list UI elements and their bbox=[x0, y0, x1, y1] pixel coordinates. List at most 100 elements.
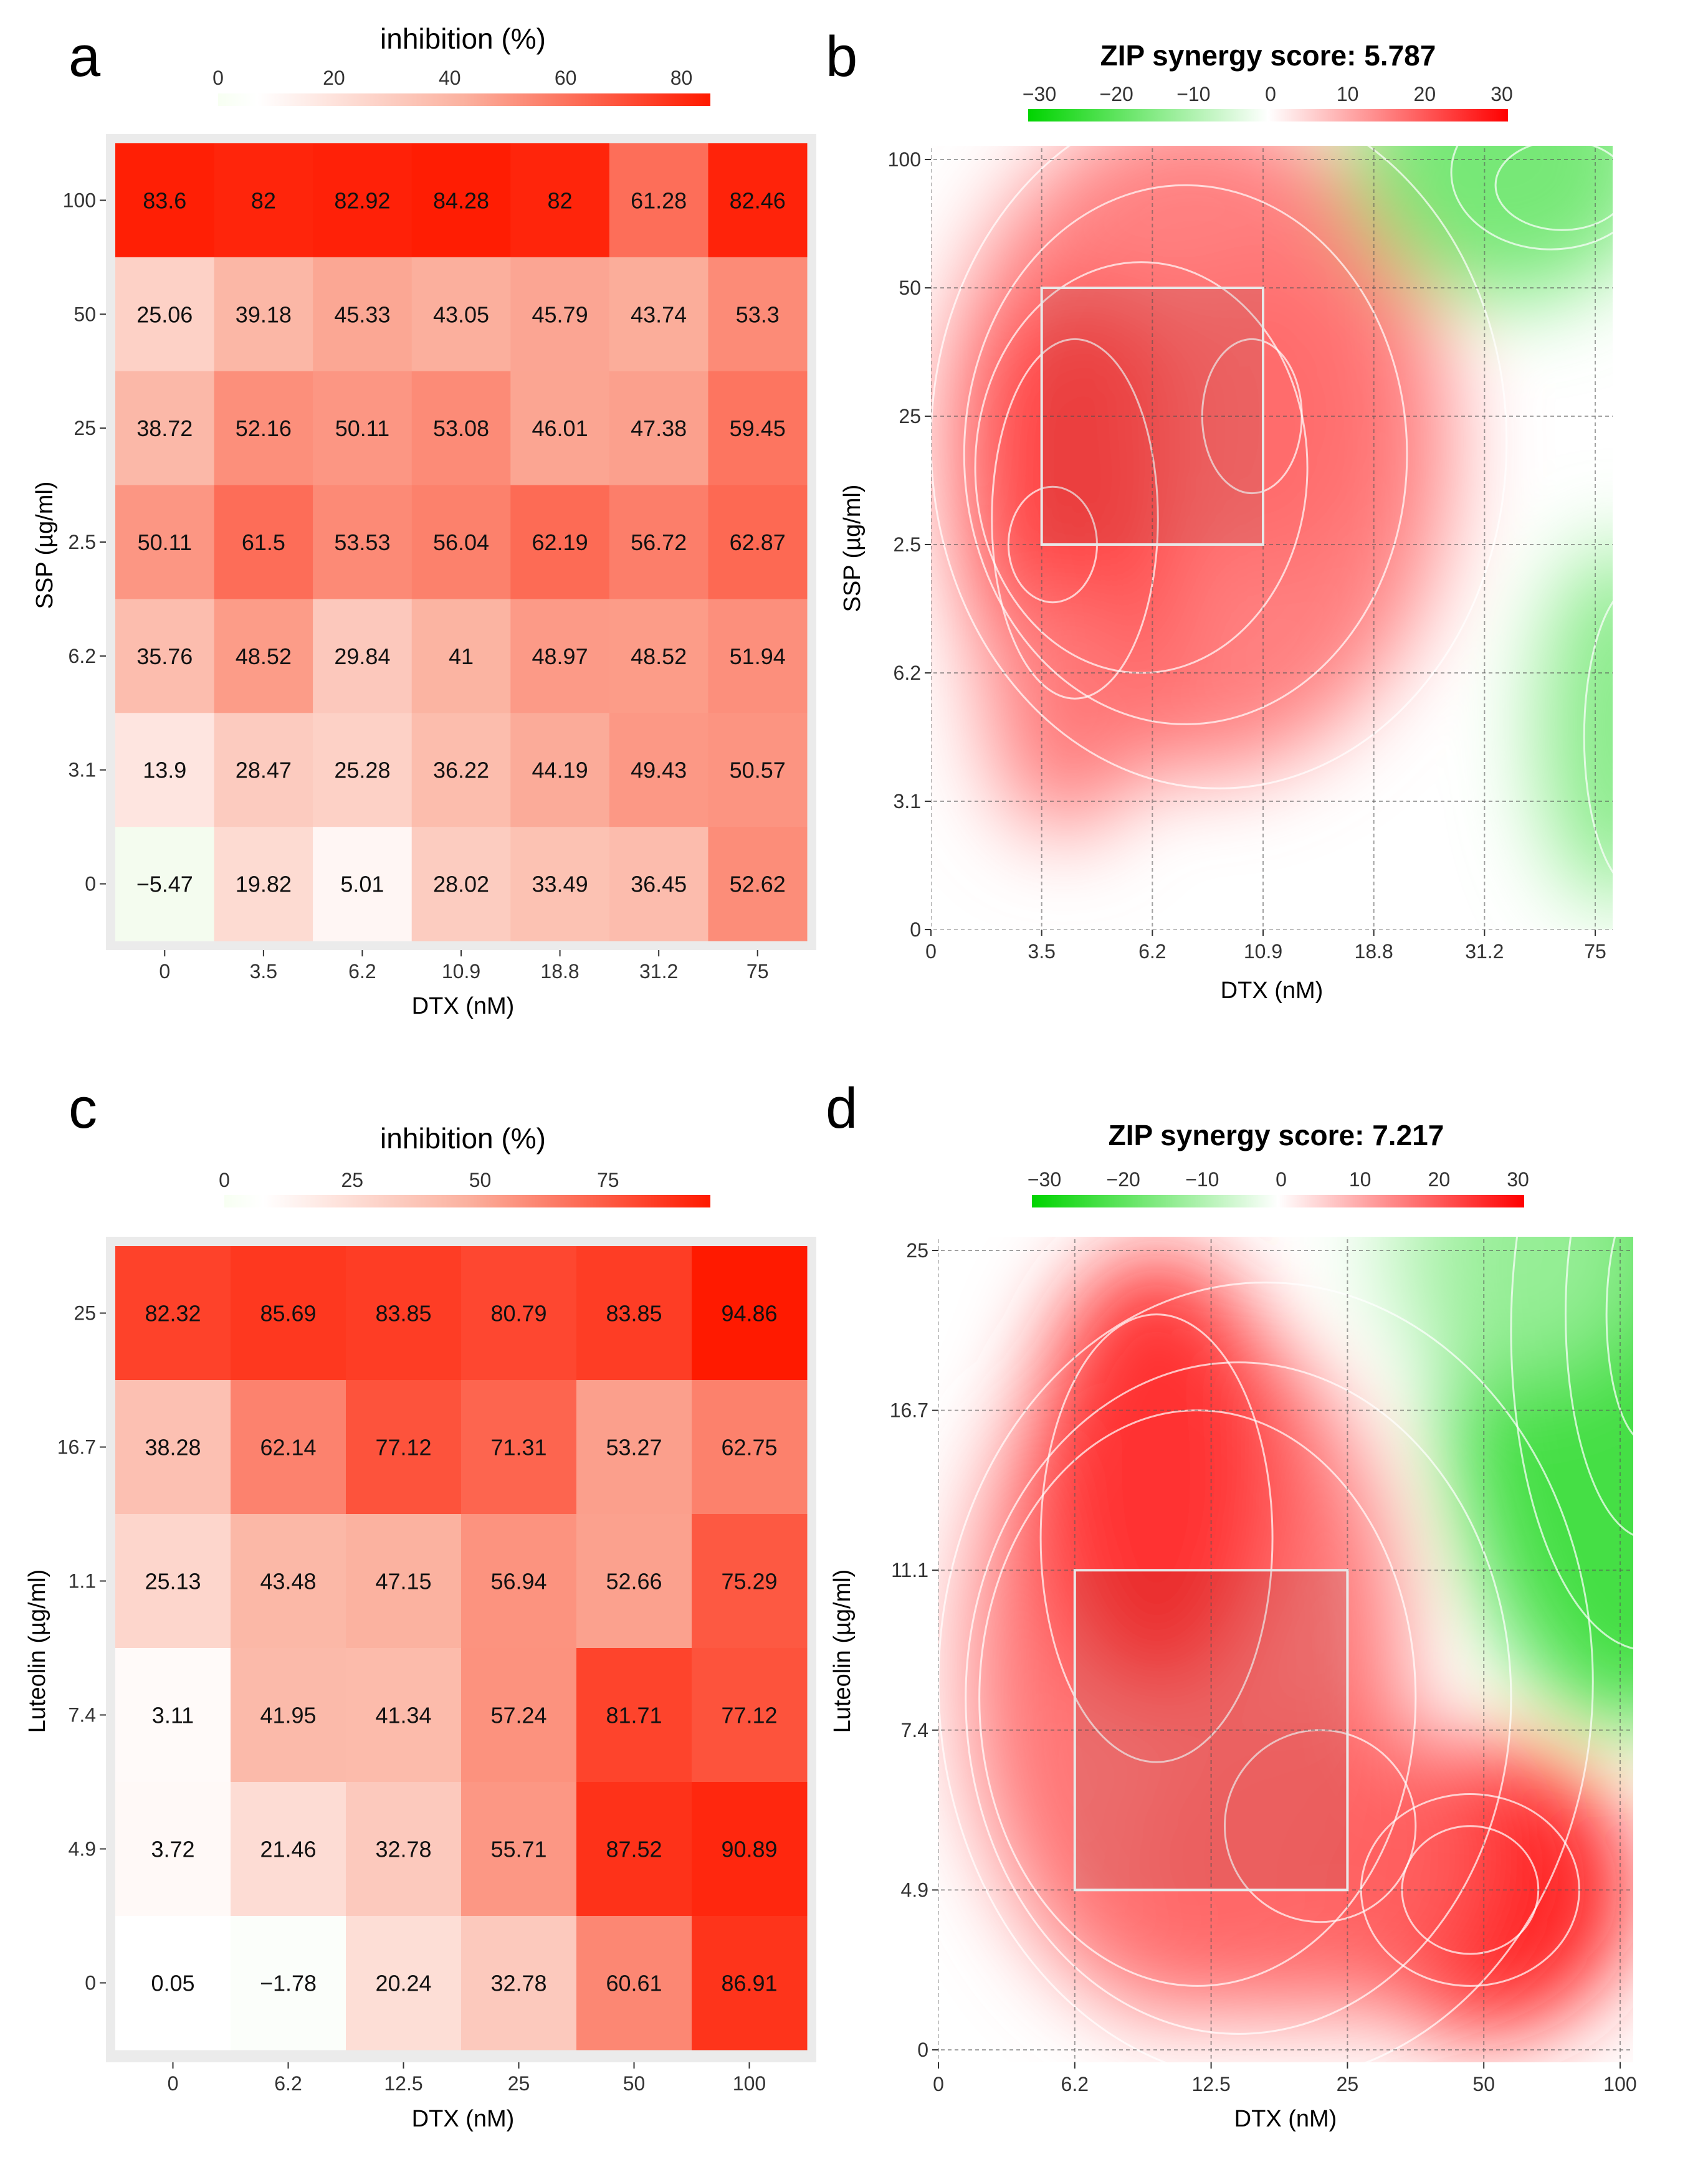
antagonism-blob bbox=[1352, 146, 1613, 301]
contour-line bbox=[1605, 1237, 1633, 1436]
contour-line bbox=[1510, 1237, 1633, 1650]
x-tick-label: 100 bbox=[733, 2072, 766, 2095]
contour-line bbox=[1450, 146, 1613, 250]
heatmap-cell-value: 32.78 bbox=[375, 1837, 431, 1862]
heatmap-cell-value: 25.28 bbox=[334, 758, 390, 783]
legend-tick-label: 50 bbox=[469, 1169, 492, 1191]
panel-b-y-ticks: 100 50 25 2.5 6.2 3.1 0 bbox=[888, 148, 931, 941]
heatmap-cell bbox=[231, 1916, 346, 2050]
heatmap-cell-value: 83.85 bbox=[375, 1301, 431, 1326]
heatmap-cell bbox=[510, 827, 610, 941]
x-tick-label: 75 bbox=[747, 960, 769, 983]
legend-tick-label: 0 bbox=[212, 67, 224, 89]
heatmap-cell bbox=[708, 827, 808, 941]
heatmap-cell bbox=[692, 1380, 808, 1515]
heatmap-cell-value: 29.84 bbox=[334, 644, 390, 669]
heatmap-cell bbox=[313, 371, 413, 486]
panel-b-x-ticks: 0 3.5 6.2 10.9 18.8 31.2 75 bbox=[925, 930, 1606, 963]
heatmap-cell-value: 57.24 bbox=[490, 1703, 546, 1728]
heatmap-cell-value: 13.9 bbox=[143, 758, 186, 783]
heatmap-cell-value: 82.32 bbox=[145, 1301, 201, 1326]
heatmap-cell bbox=[461, 1916, 577, 2050]
panel-d-title: ZIP synergy score: 7.217 bbox=[1109, 1119, 1444, 1151]
x-tick-label: 25 bbox=[1337, 2073, 1359, 2095]
heatmap-cell-value: 50.11 bbox=[138, 530, 192, 555]
panel-b-surface bbox=[942, 146, 1613, 904]
panel-label-c: c bbox=[69, 1077, 97, 1140]
legend-tick-label: 30 bbox=[1507, 1168, 1529, 1191]
heatmap-cell bbox=[692, 1782, 808, 1917]
heatmap-cell-value: 94.86 bbox=[721, 1301, 777, 1326]
synergy-blob bbox=[1129, 1698, 1484, 2018]
heatmap-cell bbox=[576, 1648, 692, 1783]
heatmap-cell-value: 48.52 bbox=[631, 644, 687, 669]
legend-tick-label: 0 bbox=[219, 1169, 230, 1191]
heatmap-cell bbox=[115, 257, 215, 372]
heatmap-cell bbox=[214, 485, 313, 599]
heatmap-cell-value: 36.22 bbox=[433, 758, 489, 783]
panel-label-d: d bbox=[826, 1077, 857, 1140]
heatmap-cell bbox=[115, 485, 215, 599]
panel-b-colorbar bbox=[1028, 109, 1508, 121]
legend-tick-label: −30 bbox=[1028, 1168, 1061, 1191]
heatmap-cell-value: 83.85 bbox=[606, 1301, 662, 1326]
legend-tick-label: 20 bbox=[1414, 83, 1436, 105]
contour-line bbox=[1583, 601, 1613, 874]
x-tick-label: 18.8 bbox=[540, 960, 579, 983]
heatmap-cell bbox=[214, 143, 313, 258]
heatmap-cell-value: 60.61 bbox=[606, 1971, 662, 1996]
heatmap-cell bbox=[214, 257, 313, 372]
heatmap-cell bbox=[346, 1246, 462, 1381]
heatmap-cell bbox=[313, 485, 413, 599]
x-tick-label: 6.2 bbox=[274, 2072, 302, 2095]
contour-line bbox=[963, 184, 1408, 725]
heatmap-cell-value: 19.82 bbox=[236, 872, 292, 897]
x-tick-label: 3.5 bbox=[1028, 940, 1055, 963]
legend-tick-label: 25 bbox=[341, 1169, 363, 1191]
heatmap-cell-value: 43.05 bbox=[433, 302, 489, 327]
panel-c-y-ticks: 25 16.7 1.1 7.4 4.9 0 bbox=[57, 1302, 106, 1994]
heatmap-cell bbox=[115, 1246, 231, 1381]
heatmap-cell bbox=[576, 1514, 692, 1649]
panel-a-inhibition-heatmap: inhibition (%) 0 20 40 60 80 83.6 82 82.92 84.2… bbox=[32, 22, 816, 1019]
heatmap-cell bbox=[609, 599, 708, 713]
panel-c-inhibition-heatmap: inhibition (%) 0 25 50 75 82.32 85.69 83.85 80… bbox=[24, 1122, 816, 2132]
heatmap-cell-value: 39.18 bbox=[236, 302, 292, 327]
panel-d-colorbar bbox=[1032, 1195, 1524, 1207]
heatmap-cell-value: 53.53 bbox=[334, 530, 390, 555]
heatmap-cell-value: 50.11 bbox=[335, 416, 389, 441]
x-tick-label: 100 bbox=[1603, 2073, 1636, 2095]
heatmap-cell-value: 44.19 bbox=[532, 758, 588, 783]
heatmap-cell bbox=[576, 1380, 692, 1515]
panel-b-legend-ticks: −30 −20 −10 0 10 20 30 bbox=[1023, 83, 1513, 121]
x-tick-label: 6.2 bbox=[348, 960, 376, 983]
x-tick-label: 0 bbox=[925, 940, 937, 963]
panel-d-x-ticks: 0 6.2 12.5 25 50 100 bbox=[933, 2062, 1637, 2095]
heatmap-cell-value: 41.34 bbox=[375, 1703, 431, 1728]
heatmap-cell-value: 33.49 bbox=[532, 872, 588, 897]
panel-a-cells: 83.6 82 82.92 84.28 82 61.28 82.46 25.06 39.18 45… bbox=[115, 143, 808, 941]
heatmap-cell-value: 36.45 bbox=[631, 872, 687, 897]
y-tick-label: 0 bbox=[910, 918, 921, 941]
heatmap-cell-value: 80.79 bbox=[490, 1301, 546, 1326]
heatmap-cell bbox=[411, 371, 511, 486]
heatmap-cell-value: 61.28 bbox=[631, 188, 687, 213]
panel-b-y-axis-title: SSP (µg/ml) bbox=[839, 485, 866, 612]
panel-d-legend-ticks: −30 −20 −10 0 10 20 30 bbox=[1028, 1168, 1529, 1207]
panel-c-x-axis-title: DTX (nM) bbox=[412, 2106, 515, 2132]
heatmap-cell-value: 56.94 bbox=[490, 1569, 546, 1594]
antagonism-blob bbox=[1540, 545, 1613, 904]
heatmap-cell-value: 52.66 bbox=[606, 1569, 662, 1594]
heatmap-cell bbox=[313, 143, 413, 258]
x-tick-label: 25 bbox=[508, 2072, 530, 2095]
y-tick-label: 3.1 bbox=[69, 759, 96, 781]
contour-line bbox=[938, 1282, 1594, 2062]
contour-line bbox=[991, 338, 1159, 700]
legend-tick-label: 20 bbox=[1428, 1168, 1451, 1191]
heatmap-cell bbox=[346, 1380, 462, 1515]
heatmap-cell-value: 87.52 bbox=[606, 1837, 662, 1862]
heatmap-cell-value: 28.02 bbox=[433, 872, 489, 897]
heatmap-cell bbox=[461, 1380, 577, 1515]
heatmap-cell bbox=[708, 713, 808, 827]
